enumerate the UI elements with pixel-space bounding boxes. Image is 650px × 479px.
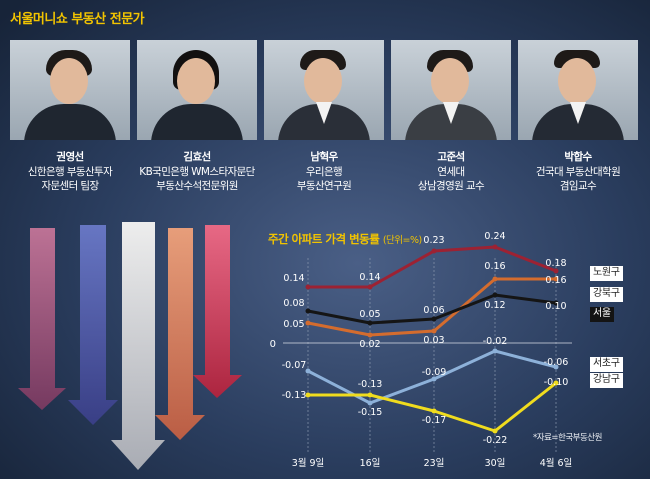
expert-caption: 김효선 KB국민은행 WM스타자문단 부동산수석전문위원: [134, 150, 260, 194]
data-label: 0.02: [359, 339, 380, 350]
expert-affiliation: 상남경영원 교수: [417, 180, 485, 192]
series-line-노원구: [308, 245, 557, 289]
expert-caption: 고준석 연세대 상남경영원 교수: [388, 150, 514, 194]
legend-tag-서초구: 서초구: [590, 357, 623, 372]
data-label: -0.13: [282, 390, 307, 401]
expert-affiliation: 겸임교수: [559, 180, 597, 192]
expert-caption: 남혁우 우리은행 부동산연구원: [261, 150, 387, 194]
down-arrow-illustration: [18, 222, 242, 470]
legend-tag-강남구: 강남구: [590, 373, 623, 388]
data-point: [367, 332, 373, 338]
page-title: 서울머니쇼 부동산 전문가: [10, 12, 145, 27]
data-label: -0.22: [483, 435, 508, 446]
data-label: 0.12: [484, 300, 505, 311]
expert-caption: 권영선 신한은행 부동산투자 자문센터 팀장: [7, 150, 133, 194]
expert-affiliation: KB국민은행 WM스타자문단: [139, 165, 255, 178]
data-point: [305, 392, 311, 398]
expert-affiliation: 부동산수석전문위원: [156, 180, 238, 192]
data-point: [431, 408, 437, 414]
expert-photo: [518, 40, 638, 140]
data-point: [492, 276, 498, 282]
data-point: [492, 244, 498, 250]
x-tick-label: 30일: [485, 458, 506, 469]
data-label: 0.14: [359, 272, 380, 283]
expert-photo: [10, 40, 130, 140]
data-label: 0.24: [484, 231, 505, 242]
x-tick-label: 3월 9일: [292, 457, 325, 469]
data-label: 0.23: [423, 235, 444, 246]
data-label: -0.17: [422, 415, 447, 426]
x-tick-label: 4월 6일: [540, 457, 573, 469]
data-label: 0.14: [283, 273, 304, 284]
data-label: 0.08: [283, 298, 304, 309]
data-point: [553, 364, 559, 370]
expert-name: 박합수: [564, 151, 592, 163]
data-label: -0.10: [544, 377, 569, 388]
data-label: -0.15: [358, 407, 383, 418]
expert-affiliation: 연세대: [437, 165, 465, 178]
data-label: -0.06: [544, 357, 569, 368]
expert-affiliation: 신한은행 부동산투자: [27, 165, 113, 178]
chart-title-text: 주간 아파트 가격 변동률: [268, 232, 380, 246]
expert-affiliation: 건국대 부동산대학원: [535, 165, 621, 178]
data-label: -0.09: [422, 367, 447, 378]
data-label: -0.13: [358, 379, 383, 390]
data-label: -0.02: [483, 336, 508, 347]
expert-photo: [137, 40, 257, 140]
expert-name: 권영선: [56, 151, 84, 163]
data-label: 0.10: [545, 301, 566, 312]
data-point: [305, 308, 311, 314]
legend-tag-서울: 서울: [590, 307, 614, 322]
chart-title: 주간 아파트 가격 변동률 (단위=%): [268, 231, 422, 247]
data-label: 0.06: [423, 305, 444, 316]
expert-photo: [264, 40, 384, 140]
data-label: 0.18: [545, 258, 566, 269]
data-point: [305, 284, 311, 290]
data-label: 0.16: [545, 275, 566, 286]
chart-gridlines: [307, 258, 557, 452]
expert-photo: [391, 40, 511, 140]
data-point: [305, 368, 311, 374]
data-label: 0.05: [359, 309, 380, 320]
expert-affiliation: 부동산연구원: [296, 180, 352, 192]
data-label: 0.05: [283, 319, 304, 330]
chart-unit: (단위=%): [382, 235, 422, 246]
data-point: [367, 284, 373, 290]
data-point: [553, 268, 559, 274]
expert-name: 고준석: [437, 151, 465, 163]
expert-name: 남혁우: [310, 151, 338, 163]
data-point: [553, 276, 559, 282]
expert-affiliation: 자문센터 팀장: [41, 180, 99, 192]
data-label: 0.03: [423, 335, 444, 346]
expert-caption: 박합수 건국대 부동산대학원 겸임교수: [515, 150, 641, 194]
legend-tag-강북구: 강북구: [590, 287, 623, 302]
data-point: [553, 300, 559, 306]
x-tick-label: 16일: [360, 458, 381, 469]
data-point: [492, 292, 498, 298]
data-point: [431, 316, 437, 322]
data-label: -0.07: [282, 360, 307, 371]
data-point: [367, 392, 373, 398]
data-point: [431, 248, 437, 254]
data-label: 0.16: [484, 261, 505, 272]
x-tick-label: 23일: [424, 458, 445, 469]
expert-affiliation: 우리은행: [305, 165, 343, 178]
data-point: [431, 376, 437, 382]
data-point: [492, 348, 498, 354]
data-point: [553, 380, 559, 386]
data-point: [367, 400, 373, 406]
data-point: [305, 320, 311, 326]
data-point: [492, 428, 498, 434]
data-point: [367, 320, 373, 326]
chart-source: *자료=한국부동산원: [533, 433, 602, 443]
expert-name: 김효선: [183, 151, 211, 163]
zero-tick-label: 0: [270, 339, 276, 350]
data-point: [431, 328, 437, 334]
legend-tag-노원구: 노원구: [590, 266, 623, 281]
